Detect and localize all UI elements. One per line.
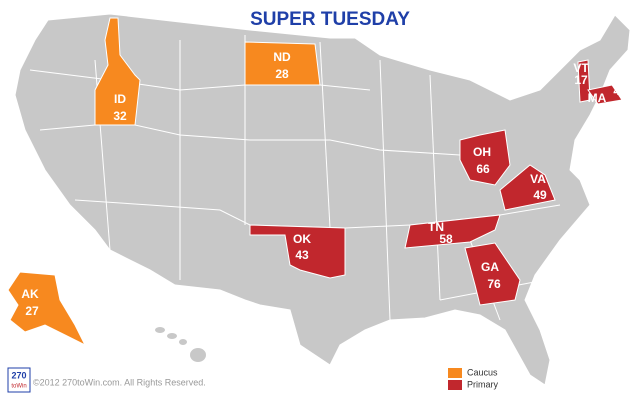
state-abbr: ID xyxy=(114,92,126,106)
state-shape xyxy=(404,214,501,249)
state-shape xyxy=(249,224,346,279)
state-value: 27 xyxy=(25,304,39,318)
state-abbr: TN xyxy=(428,220,444,234)
state-shape xyxy=(464,242,521,306)
legend: Caucus Primary xyxy=(448,367,498,390)
state-shape xyxy=(7,271,87,347)
state-abbr: OK xyxy=(293,232,311,246)
state-abbr: ND xyxy=(273,50,291,64)
state-value: 58 xyxy=(439,232,453,246)
state-value: 66 xyxy=(476,162,490,176)
state-abbr: OH xyxy=(473,145,491,159)
logo-top: 270 xyxy=(11,370,26,380)
state-shape xyxy=(577,59,591,103)
state-shape xyxy=(459,129,511,186)
us-outline xyxy=(14,13,631,386)
state-value: 28 xyxy=(275,67,289,81)
title: SUPER TUESDAY xyxy=(250,9,410,30)
legend-label: Caucus xyxy=(467,367,498,377)
legend-swatch xyxy=(448,380,462,390)
state-abbr: VA xyxy=(530,172,546,186)
state-value: 32 xyxy=(113,109,127,123)
logo-box xyxy=(7,367,31,393)
state-abbr: VT xyxy=(573,61,589,75)
copyright: ©2012 270toWin.com. All Rights Reserved. xyxy=(33,377,206,387)
state-abbr: MA xyxy=(588,91,607,105)
state-shape xyxy=(244,41,321,86)
state-value: 49 xyxy=(533,188,547,202)
state-value: 41 xyxy=(613,84,627,98)
state-shape xyxy=(499,164,556,211)
state-abbr: AK xyxy=(21,287,39,301)
hawaii xyxy=(155,327,206,362)
state-value: 17 xyxy=(574,73,588,87)
state-shape xyxy=(587,84,623,105)
state-value: 76 xyxy=(487,277,501,291)
legend-label: Primary xyxy=(467,379,498,389)
logo-bottom: toWin xyxy=(11,384,26,390)
legend-swatch xyxy=(448,368,462,378)
state-value: 43 xyxy=(295,248,309,262)
state-abbr: GA xyxy=(481,260,499,274)
state-shape xyxy=(94,17,141,126)
